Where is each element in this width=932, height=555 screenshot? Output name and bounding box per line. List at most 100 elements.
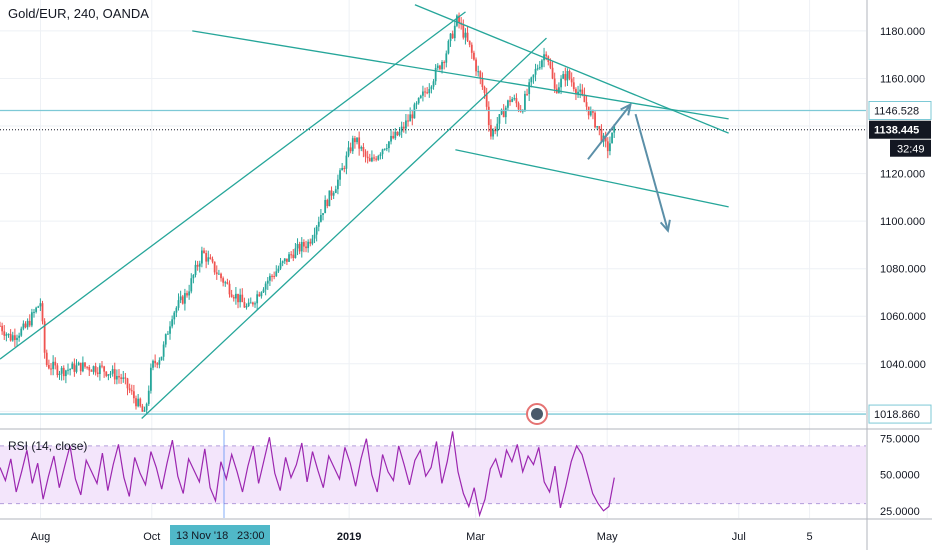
candle-body (349, 147, 352, 152)
trendline[interactable] (192, 30, 729, 120)
candle-body (364, 151, 367, 157)
time-axis-label: Mar (466, 531, 485, 543)
candle-body (611, 132, 613, 144)
candle-body (171, 319, 174, 327)
trendline[interactable] (141, 37, 547, 419)
candle-body (130, 390, 133, 392)
candle-body (341, 168, 344, 171)
candle-body (105, 371, 108, 376)
candle-body (570, 78, 573, 83)
trendline[interactable] (414, 4, 729, 134)
level-price-tag-label: 1018.860 (874, 409, 920, 421)
candle-body (409, 114, 412, 122)
candle-body (281, 261, 284, 263)
candle-body (434, 67, 437, 82)
candle-body (173, 312, 176, 320)
candle-body (147, 390, 150, 404)
candle-body (432, 81, 435, 87)
price-axis-tick-label: 1120.000 (880, 169, 925, 181)
candle-body (494, 129, 497, 132)
price-axis-tick-label: 1060.000 (880, 311, 926, 323)
candle-body (592, 111, 594, 113)
candle-body (305, 246, 307, 249)
candle-body (534, 68, 537, 75)
candle-body (162, 344, 165, 357)
candle-body (135, 398, 137, 407)
candle-body (160, 356, 163, 361)
candle-body (596, 126, 599, 128)
candle-body (13, 335, 16, 341)
trendline[interactable] (455, 149, 729, 208)
time-axis-label: Jul (732, 531, 746, 543)
candle-body (96, 372, 99, 374)
candle-body (152, 360, 154, 368)
candle-body (598, 126, 601, 129)
candle-body (145, 403, 148, 411)
forecast-arrow[interactable] (634, 113, 669, 231)
candle-body (26, 320, 29, 328)
candle-body (536, 68, 539, 70)
candle-body (500, 109, 503, 115)
candle-body (139, 398, 142, 407)
candle-body (566, 70, 569, 81)
candle-body (309, 241, 312, 244)
candle-body (589, 111, 592, 116)
candle-body (405, 120, 407, 129)
candle-body (360, 147, 363, 149)
candle-body (86, 366, 89, 368)
candle-body (513, 98, 516, 100)
countdown-tag-label: 32:49 (897, 144, 925, 156)
candle-body (345, 155, 348, 169)
candle-body (271, 275, 273, 277)
candle-body (464, 32, 467, 38)
candle-body (504, 107, 507, 118)
candle-body (239, 294, 242, 303)
candle-body (375, 158, 378, 160)
candle-body (71, 363, 74, 370)
candle-body (339, 170, 341, 180)
level-price-tag (868, 101, 932, 121)
candle-body (177, 300, 180, 308)
time-axis-label: 2019 (337, 531, 361, 543)
candle-body (290, 254, 293, 256)
candle-body (20, 328, 23, 336)
candle-body (468, 40, 471, 45)
candle-body (35, 307, 38, 312)
candle-body (396, 131, 399, 136)
candle-body (407, 120, 409, 122)
price-axis-tick-label: 1100.000 (880, 216, 925, 228)
candle-body (192, 275, 195, 279)
candle-body (362, 147, 365, 152)
candle-body (530, 77, 533, 83)
trendline[interactable] (0, 11, 466, 360)
candle-body (383, 148, 386, 150)
forecast-arrow[interactable] (587, 104, 632, 160)
candle-body (84, 362, 86, 367)
goto-realtime-icon-core (531, 408, 543, 420)
candle-body (354, 138, 356, 143)
candle-body (137, 398, 140, 407)
candle-body (273, 275, 276, 277)
price-axis-tick-label: 1040.000 (880, 359, 926, 371)
rsi-axis-tick-label: 50.0000 (880, 470, 920, 482)
candle-body (298, 243, 301, 252)
rsi-axis-tick-label: 75.0000 (880, 434, 920, 446)
candle-body (22, 323, 25, 329)
candle-body (303, 242, 305, 247)
candle-body (217, 273, 220, 275)
time-axis-label: May (597, 531, 618, 543)
candle-body (400, 126, 403, 132)
last-price-tag-label: 1138.445 (874, 125, 919, 137)
candle-body (521, 110, 524, 112)
candle-body (343, 168, 346, 170)
time-tag (170, 525, 270, 545)
candle-body (613, 125, 616, 133)
candle-body (107, 374, 110, 376)
candle-body (492, 129, 494, 137)
candle-body (24, 323, 27, 328)
rsi-line (0, 431, 615, 518)
time-tag-time: 23:00 (237, 530, 265, 542)
candle-body (428, 88, 431, 94)
